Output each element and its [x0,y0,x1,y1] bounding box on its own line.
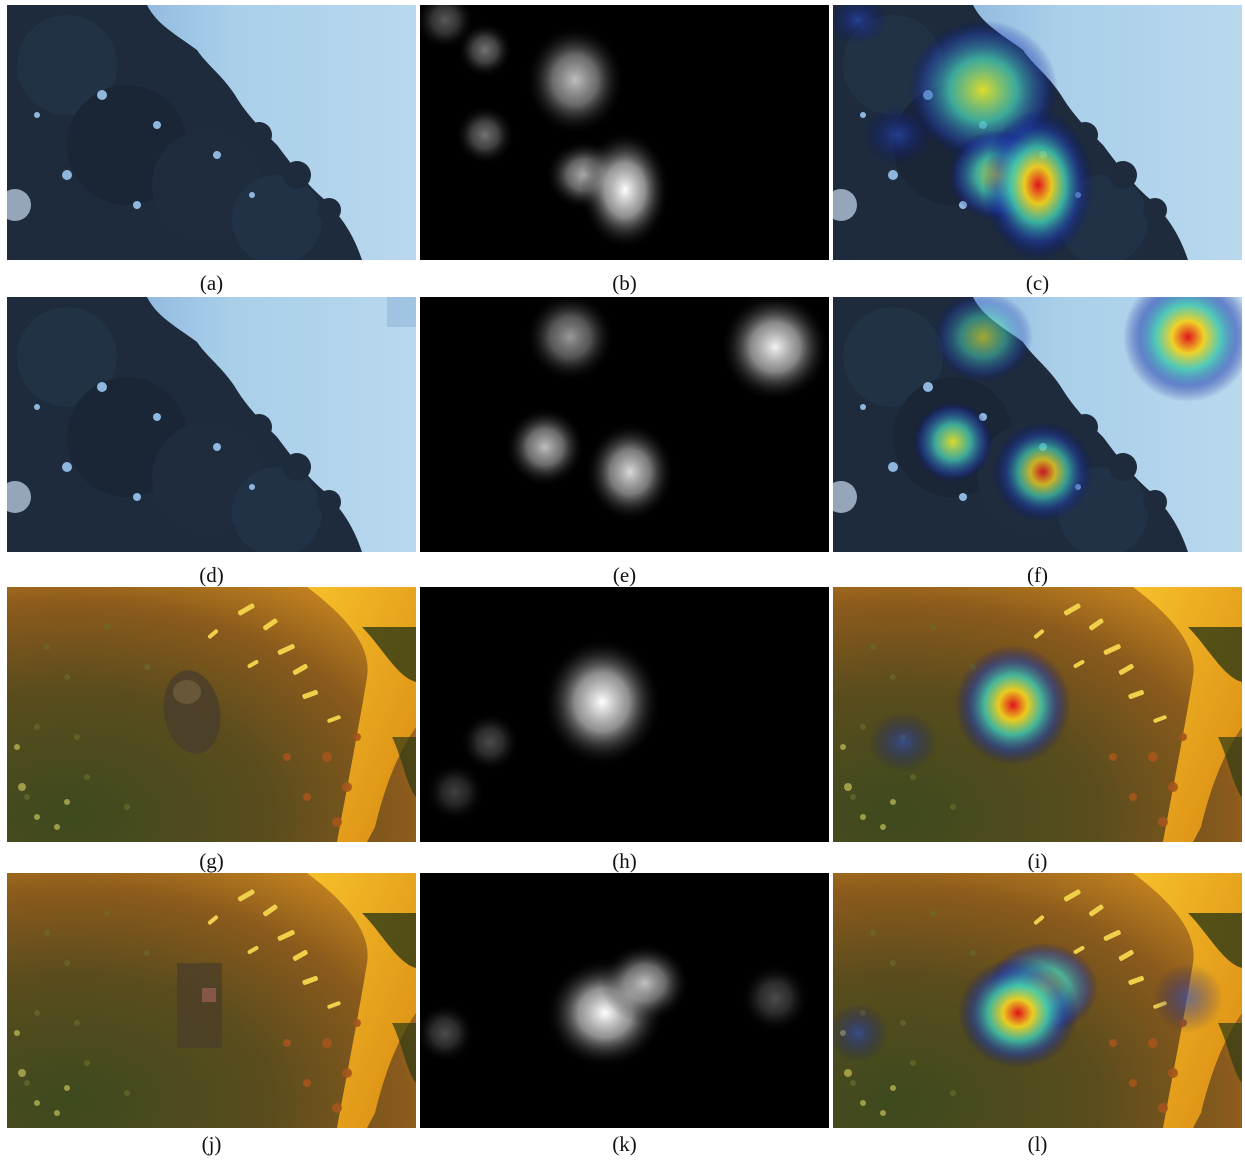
panel-i-heatmap-overlay [833,587,1242,842]
panel-c-heatmap-overlay [833,5,1242,260]
caption-a: (a) [199,271,224,295]
caption-c: (c) [1025,271,1050,295]
caption-g: (g) [199,849,224,873]
caption-l: (l) [1027,1132,1048,1156]
panel-d-reconstructed-tree [7,297,416,552]
caption-f: (f) [1027,563,1048,587]
panel-b-saliency-map [420,5,829,260]
caption-i: (i) [1027,849,1048,873]
caption-b: (b) [612,271,637,295]
panel-e-saliency-map [420,297,829,552]
caption-j: (j) [201,1132,222,1156]
caption-e: (e) [612,563,637,587]
caption-k: (k) [612,1132,637,1156]
panel-f-heatmap-overlay [833,297,1242,552]
panel-l-heatmap-overlay [833,873,1242,1128]
caption-d: (d) [199,563,224,587]
panel-j-reconstructed-sunflower-bee [7,873,416,1128]
panel-h-saliency-map [420,587,829,842]
panel-g-original-sunflower-bee [7,587,416,842]
caption-h: (h) [612,849,637,873]
panel-a-original-tree [7,5,416,260]
panel-k-saliency-map [420,873,829,1128]
